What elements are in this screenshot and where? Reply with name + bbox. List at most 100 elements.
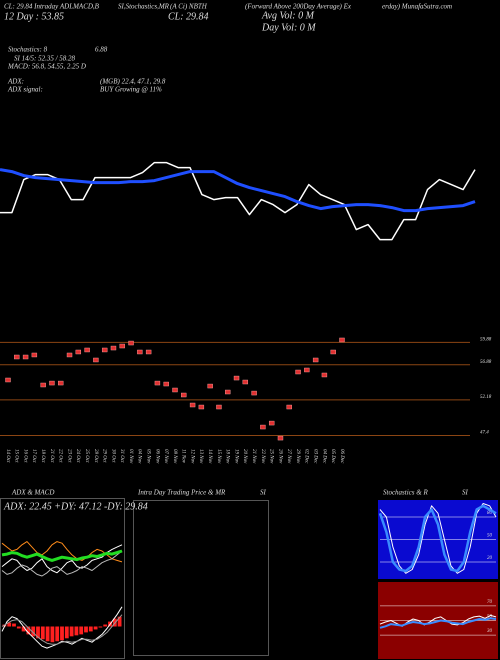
price-mark <box>260 424 266 430</box>
x-tick-label: 04 Nov <box>137 449 142 464</box>
x-tick-label: 15 Nov <box>216 449 221 464</box>
price-mark <box>172 387 178 393</box>
price-mark <box>189 402 196 408</box>
x-tick-label: 15 Oct <box>14 449 19 463</box>
price-mark <box>207 383 213 389</box>
price-mark <box>277 435 284 441</box>
panel-title: SI <box>260 489 267 497</box>
series-line <box>0 161 476 241</box>
header-text: (Forward Above 200Day Average) Ex <box>245 3 352 11</box>
price-mark <box>128 340 134 346</box>
panel-title: SI <box>462 489 469 497</box>
x-tick-label: 25 Oct <box>84 449 89 463</box>
histogram-bar <box>16 626 21 629</box>
price-mark <box>286 404 292 410</box>
histogram-bar <box>103 624 108 627</box>
x-tick-label: 29 Nov <box>295 449 300 464</box>
series-line <box>0 168 476 213</box>
price-mark <box>75 349 82 355</box>
series-line <box>1 544 123 574</box>
x-tick-label: 01 Nov <box>128 449 133 464</box>
price-mark <box>304 367 310 373</box>
intraday-frame <box>133 500 269 656</box>
x-tick-label: 21 Oct <box>49 449 54 463</box>
price-mark <box>330 349 336 355</box>
y-tick-label: 70 <box>487 600 493 605</box>
stat: (MGB) 22.4, 47.1, 29.8 <box>100 78 166 86</box>
stat: SI 14/5: 52.35 / 58.28 <box>14 55 76 63</box>
x-tick-label: 06 Dec <box>339 449 344 464</box>
price-mark <box>93 357 99 363</box>
histogram-bar <box>117 616 122 627</box>
histogram-bar <box>40 626 45 640</box>
histogram-bar <box>21 626 26 632</box>
price-mark <box>5 377 11 383</box>
header-text: 12 Day : 53.85 <box>4 11 64 22</box>
header-text: CL: 29.84 Intraday ADLMACD,B <box>4 3 100 11</box>
x-tick-label: 20 Nov <box>242 449 247 464</box>
x-tick-label: 24 Oct <box>75 449 80 463</box>
y-tick-label: 50 <box>487 615 493 620</box>
price-mark <box>339 337 345 343</box>
stat: BUY Growing @ 11% <box>100 86 162 94</box>
adx-text: ADX: 22.45 +DY: 47.12 -DY: 29.84 <box>3 501 148 512</box>
stat: MACD: 56.8, 54.55, 2.25 D <box>7 63 86 71</box>
series-line <box>379 617 497 629</box>
x-tick-label: 05 Nov <box>145 449 150 464</box>
x-tick-label: 11 Nov <box>181 449 186 464</box>
x-tick-label: 23 Oct <box>66 449 71 463</box>
price-mark <box>233 375 240 381</box>
histogram-bar <box>79 626 84 635</box>
x-tick-label: 07 Nov <box>163 449 168 464</box>
histogram-bar <box>93 626 98 630</box>
x-tick-label: 06 Nov <box>154 449 159 464</box>
histogram-bar <box>55 626 60 642</box>
series-line <box>1 606 123 649</box>
price-mark <box>295 369 301 375</box>
x-tick-label: 02 Dec <box>304 449 309 464</box>
x-tick-label: 18 Oct <box>40 449 45 463</box>
x-tick-label: 31 Oct <box>119 449 124 463</box>
series-line <box>378 504 497 573</box>
price-mark <box>14 354 20 360</box>
histogram-bar <box>64 626 69 639</box>
x-tick-label: 13 Nov <box>198 449 203 464</box>
price-mark <box>312 357 319 363</box>
price-mark <box>40 382 46 388</box>
price-mark <box>84 347 90 353</box>
price-mark <box>154 380 161 386</box>
y-tick-label: 80 <box>487 511 493 516</box>
x-tick-label: 22 Nov <box>260 449 265 464</box>
price-mark <box>110 345 117 351</box>
histogram-bar <box>88 626 93 632</box>
x-tick-label: 16 Oct <box>22 449 27 463</box>
stat: 6.88 <box>95 46 108 54</box>
x-tick-label: 04 Dec <box>321 449 326 464</box>
price-mark <box>31 352 38 358</box>
price-mark <box>198 404 205 410</box>
histogram-bar <box>60 626 64 641</box>
histogram-bar <box>36 626 40 639</box>
x-tick-label: 19 Nov <box>233 449 238 464</box>
x-tick-label: 12 Nov <box>189 449 194 464</box>
histogram-bar <box>50 626 55 643</box>
x-tick-label: 03 Dec <box>312 449 317 464</box>
header-text: SI,Stochastics,MR <box>118 3 170 11</box>
histogram-bar <box>69 626 74 637</box>
x-tick-label: 29 Oct <box>102 449 107 463</box>
x-tick-label: 18 Nov <box>225 449 230 464</box>
histogram-bar <box>31 626 36 637</box>
x-tick-label: 30 Oct <box>110 449 115 463</box>
x-tick-label: 27 Nov <box>286 449 291 464</box>
panel-title: ADX & MACD <box>11 489 54 497</box>
price-mark <box>163 381 169 387</box>
y-tick-label: 52.18 <box>480 395 492 400</box>
price-mark <box>251 390 257 396</box>
price-mark <box>145 349 152 355</box>
x-tick-label: 05 Dec <box>330 449 335 464</box>
histogram-bar <box>84 626 88 633</box>
stat: Stochastics: 8 <box>8 46 48 54</box>
histogram-bar <box>98 626 103 628</box>
price-mark <box>268 420 275 426</box>
